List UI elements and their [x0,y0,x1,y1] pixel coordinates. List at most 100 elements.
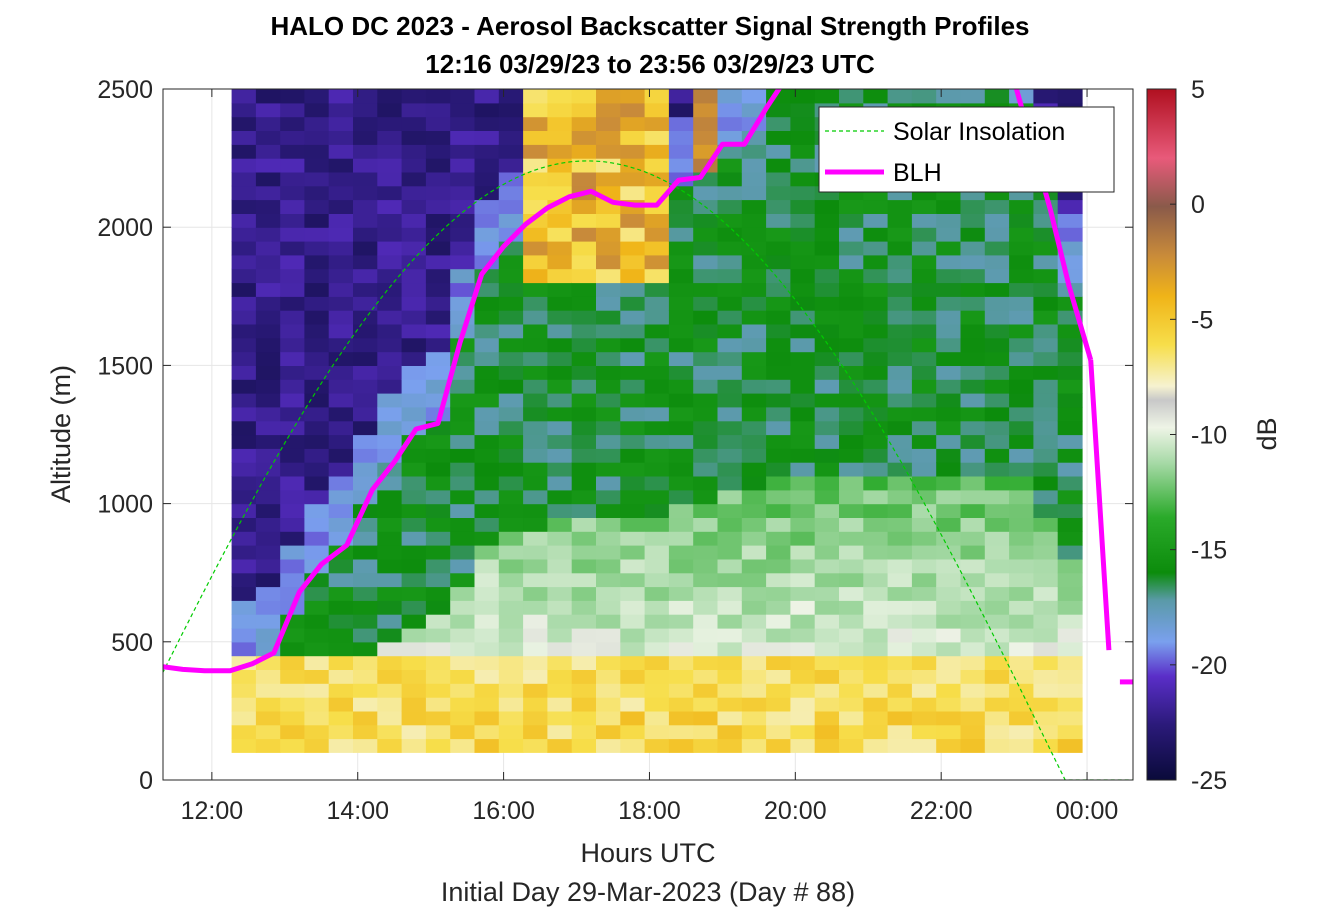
heatmap-cell [523,420,548,436]
heatmap-cell [693,600,719,615]
heatmap-cell [766,227,791,242]
heatmap-cell [498,517,524,532]
heatmap-cell [693,227,719,242]
heatmap-cell [717,89,743,104]
heatmap-cell [1033,406,1059,422]
heatmap-cell [547,476,573,491]
heatmap-cell [401,282,427,297]
heatmap-cell [790,351,816,366]
heatmap-cell [741,241,767,256]
heatmap-cell [911,351,937,366]
heatmap-cell [450,710,476,726]
heatmap-cell [766,558,791,574]
heatmap-cell [887,310,913,325]
heatmap-cell [255,503,281,518]
heatmap-cell [304,227,330,242]
heatmap-cell [280,434,306,449]
heatmap-cell [255,254,281,270]
heatmap-cell [231,144,257,159]
heatmap-cell [547,683,573,698]
heatmap-cell [280,655,306,670]
heatmap-cell [863,89,889,104]
heatmap-cell [814,738,840,753]
heatmap-cell [304,296,330,311]
heatmap-cell [766,213,791,228]
heatmap-cell [523,531,548,546]
heatmap-cell [304,171,330,187]
heatmap-cell [766,296,791,311]
heatmap-cell [425,351,451,366]
heatmap-cell [1033,531,1059,546]
heatmap-cell [280,130,306,145]
heatmap-cell [863,558,889,574]
heatmap-cell [1057,545,1083,560]
heatmap-cell [523,489,548,505]
heatmap-cell [425,282,451,297]
heatmap-cell [231,683,257,698]
heatmap-cell [814,476,840,491]
heatmap-cell [571,503,597,518]
heatmap-cell [644,310,670,325]
heatmap-cell [790,655,816,670]
heatmap-cell [693,614,719,629]
heatmap-cell [790,323,816,339]
x-tick-label: 22:00 [910,797,973,825]
heatmap-cell [668,365,694,380]
colorbar-tick-label: 0 [1191,191,1205,219]
heatmap-cell [304,420,330,436]
heatmap-cell [401,628,427,643]
heatmap-cell [450,489,476,505]
heatmap-cell [571,572,597,588]
heatmap-cell [571,158,597,173]
heatmap-cell [984,517,1010,532]
heatmap-cell [668,213,694,228]
heatmap-cell [328,310,354,325]
heatmap-cell [596,296,621,311]
heatmap-cell [814,227,840,242]
y-tick-label: 2500 [97,76,153,104]
heatmap-cell [1009,586,1034,601]
heatmap-cell [450,130,476,145]
heatmap-cell [814,365,840,380]
heatmap-cell [717,697,743,712]
heatmap-cell [741,144,767,159]
heatmap-cell [377,572,403,588]
heatmap-cell [668,227,694,242]
heatmap-cell [523,724,548,740]
heatmap-cell [839,406,864,422]
heatmap-cell [377,531,403,546]
heatmap-cell [644,558,670,574]
heatmap-cell [839,489,864,505]
heatmap-cell [790,697,816,712]
heatmap-cell [863,738,889,753]
heatmap-cell [1057,641,1083,657]
heatmap-cell [741,655,767,670]
heatmap-cell [1033,462,1059,477]
heatmap-cell [596,476,621,491]
heatmap-cell [766,669,791,684]
heatmap-cell [571,545,597,560]
heatmap-cell [790,171,816,187]
heatmap-cell [231,586,257,601]
heatmap-cell [644,365,670,380]
heatmap-cell [255,351,281,366]
heatmap-cell [377,697,403,712]
heatmap-cell [741,448,767,463]
heatmap-cell [377,337,403,353]
heatmap-cell [1009,448,1034,463]
heatmap-cell [1009,365,1034,380]
heatmap-cell [280,406,306,422]
heatmap-cell [668,462,694,477]
heatmap-cell [717,393,743,408]
heatmap-cell [596,282,621,297]
heatmap-cell [863,614,889,629]
heatmap-cell [596,241,621,256]
heatmap-cell [304,144,330,159]
heatmap-cell [741,641,767,657]
heatmap-cell [863,462,889,477]
heatmap-cell [839,545,864,560]
heatmap-cell [474,614,500,629]
heatmap-cell [474,130,500,145]
heatmap-cell [255,268,281,284]
heatmap-cell [741,531,767,546]
